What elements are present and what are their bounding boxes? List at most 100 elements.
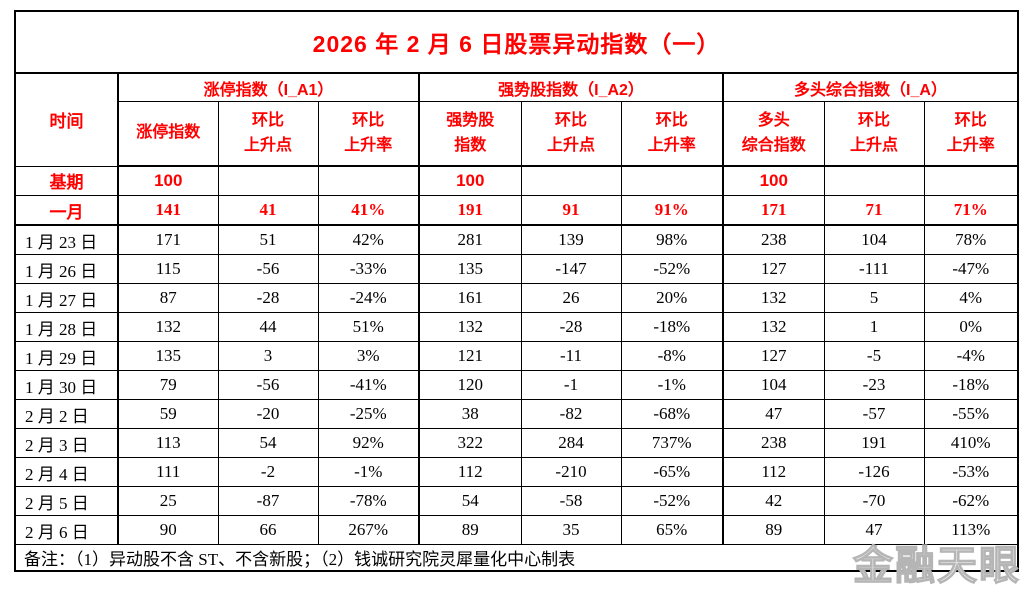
data-cell: 100 <box>418 165 522 196</box>
table-row: 1 月 27 日 87 -28 -24% 161 26 20% 132 5 4% <box>14 283 1019 313</box>
data-cell: 132 <box>418 312 522 342</box>
data-cell: 5 <box>823 283 925 313</box>
table-row: 基期 100 100 100 <box>14 165 1019 196</box>
data-cell: -47% <box>923 254 1019 284</box>
data-cell: 71 <box>823 195 925 226</box>
title-row: 2026 年 2 月 6 日股票异动指数（一） <box>14 10 1019 74</box>
table-row: 2 月 5 日 25 -87 -78% 54 -58 -52% 42 -70 -62% <box>14 486 1019 516</box>
data-cell: 161 <box>418 283 522 313</box>
data-cell: -28 <box>217 283 319 313</box>
data-cell: 78% <box>923 224 1019 255</box>
data-cell: 89 <box>722 515 825 545</box>
page-title: 2026 年 2 月 6 日股票异动指数（一） <box>14 10 1019 74</box>
column-header-mom-rise-points-2: 环比 上升点 <box>520 101 622 167</box>
data-cell: -78% <box>317 486 420 516</box>
data-cell: 54 <box>418 486 522 516</box>
data-cell <box>520 165 622 196</box>
data-cell: 737% <box>620 428 724 458</box>
data-cell: 91 <box>520 195 622 226</box>
data-cell: 238 <box>722 224 825 255</box>
row-label: 1 月 26 日 <box>14 254 119 284</box>
data-cell: 92% <box>317 428 420 458</box>
data-cell: 3% <box>317 341 420 371</box>
column-header-bull-composite-index: 多头 综合指数 <box>722 101 825 167</box>
row-label: 1 月 30 日 <box>14 370 119 400</box>
column-group-strong-stock-index: 强势股指数（I_A2） <box>418 72 724 102</box>
data-cell: 135 <box>117 341 219 371</box>
data-cell: 132 <box>722 312 825 342</box>
data-cell: -18% <box>620 312 724 342</box>
data-cell: 51 <box>217 224 319 255</box>
footnote-row: 备注：（1）异动股不含 ST、不含新股；（2）钱诚研究院灵犀量化中心制表 <box>14 544 1019 572</box>
data-cell: 139 <box>520 224 622 255</box>
data-cell: -57 <box>823 399 925 429</box>
data-cell: -2 <box>217 457 319 487</box>
data-cell: 267% <box>317 515 420 545</box>
data-cell: -126 <box>823 457 925 487</box>
row-label: 一月 <box>14 195 119 226</box>
data-cell: 410% <box>923 428 1019 458</box>
data-cell: 98% <box>620 224 724 255</box>
row-label: 2 月 2 日 <box>14 399 119 429</box>
data-cell: 54 <box>217 428 319 458</box>
column-header-limit-up-index: 涨停指数 <box>117 101 219 167</box>
data-cell: -70 <box>823 486 925 516</box>
table-row: 1 月 23 日 171 51 42% 281 139 98% 238 104 78% <box>14 224 1019 255</box>
table-row: 2 月 6 日 90 66 267% 89 35 65% 89 47 113% <box>14 515 1019 545</box>
data-cell: 141 <box>117 195 219 226</box>
data-cell: -25% <box>317 399 420 429</box>
stock-anomaly-index-table: 2026 年 2 月 6 日股票异动指数（一） 时间 涨停指数（I_A1） 强势… <box>14 10 1020 572</box>
row-label: 2 月 6 日 <box>14 515 119 545</box>
row-label: 2 月 3 日 <box>14 428 119 458</box>
data-cell: -52% <box>620 486 724 516</box>
data-cell: 100 <box>117 165 219 196</box>
table-row: 1 月 29 日 135 3 3% 121 -11 -8% 127 -5 -4% <box>14 341 1019 371</box>
data-cell: 47 <box>722 399 825 429</box>
data-cell: 121 <box>418 341 522 371</box>
data-cell: 127 <box>722 254 825 284</box>
data-cell: 26 <box>520 283 622 313</box>
data-cell: -33% <box>317 254 420 284</box>
data-cell: 65% <box>620 515 724 545</box>
data-cell: 42% <box>317 224 420 255</box>
data-cell: -56 <box>217 254 319 284</box>
column-header-mom-rise-rate-2: 环比 上升率 <box>620 101 724 167</box>
data-cell: 104 <box>722 370 825 400</box>
data-cell: 47 <box>823 515 925 545</box>
data-cell: 25 <box>117 486 219 516</box>
row-label: 1 月 23 日 <box>14 224 119 255</box>
data-cell: 104 <box>823 224 925 255</box>
data-cell: 171 <box>722 195 825 226</box>
data-cell: -1% <box>317 457 420 487</box>
data-cell: -23 <box>823 370 925 400</box>
data-cell: 132 <box>117 312 219 342</box>
row-label: 1 月 27 日 <box>14 283 119 313</box>
data-cell: 112 <box>722 457 825 487</box>
data-cell: 100 <box>722 165 825 196</box>
data-cell: -4% <box>923 341 1019 371</box>
column-header-mom-rise-points-1: 环比 上升点 <box>217 101 319 167</box>
row-label: 基期 <box>14 165 119 196</box>
data-cell: 41 <box>217 195 319 226</box>
data-cell: 120 <box>418 370 522 400</box>
data-cell: -53% <box>923 457 1019 487</box>
data-cell: 3 <box>217 341 319 371</box>
data-cell: -58 <box>520 486 622 516</box>
data-cell <box>923 165 1019 196</box>
data-cell <box>823 165 925 196</box>
data-cell: 113 <box>117 428 219 458</box>
data-cell: -65% <box>620 457 724 487</box>
data-cell: 112 <box>418 457 522 487</box>
data-cell: -41% <box>317 370 420 400</box>
data-cell: 4% <box>923 283 1019 313</box>
data-cell: -52% <box>620 254 724 284</box>
data-cell: -1% <box>620 370 724 400</box>
data-cell: 35 <box>520 515 622 545</box>
column-header-mom-rise-points-3: 环比 上升点 <box>823 101 925 167</box>
data-cell: 113% <box>923 515 1019 545</box>
data-cell: 0% <box>923 312 1019 342</box>
index-table-sheet: 2026 年 2 月 6 日股票异动指数（一） 时间 涨停指数（I_A1） 强势… <box>14 10 1020 572</box>
data-cell: -8% <box>620 341 724 371</box>
column-group-bull-composite-index: 多头综合指数（I_A） <box>722 72 1019 102</box>
